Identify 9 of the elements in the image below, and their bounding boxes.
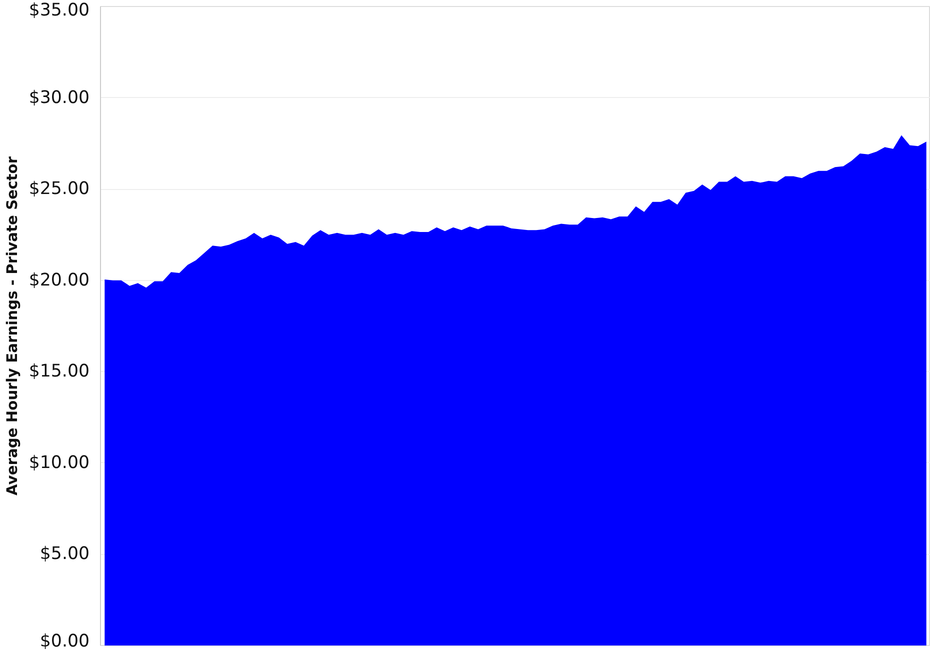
y-axis-title: Average Hourly Earnings - Private Sector (4, 156, 21, 496)
y-tick-label: $20.00 (28, 270, 90, 290)
y-tick-label: $35.00 (28, 0, 90, 20)
y-tick-label: $30.00 (28, 88, 90, 108)
y-tick-label: $0.00 (40, 632, 90, 651)
y-tick-label: $25.00 (28, 179, 90, 200)
y-tick-label: $10.00 (28, 452, 90, 473)
y-tick-label: $15.00 (28, 362, 90, 382)
y-tick-label: $5.00 (40, 544, 90, 564)
